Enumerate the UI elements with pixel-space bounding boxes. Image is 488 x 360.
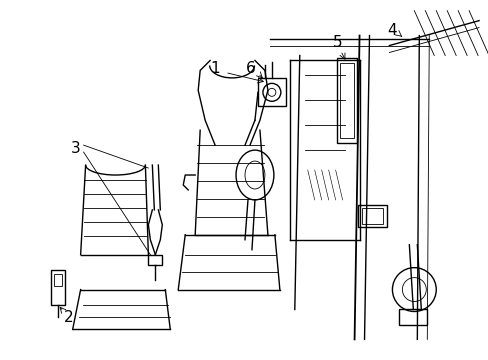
Text: 5: 5 [332, 35, 342, 50]
Text: 6: 6 [245, 61, 255, 76]
Bar [54, 274, 61, 285]
Bar [51, 270, 64, 305]
Text: 4: 4 [387, 23, 396, 38]
Bar [336, 58, 356, 143]
Bar [258, 78, 285, 106]
Bar [361, 208, 383, 224]
Text: 1: 1 [210, 61, 220, 76]
Bar [399, 310, 427, 325]
Bar [357, 205, 386, 227]
Bar [339, 63, 353, 138]
Text: 3: 3 [71, 141, 81, 156]
Text: 2: 2 [64, 310, 73, 325]
Bar [148, 255, 162, 265]
